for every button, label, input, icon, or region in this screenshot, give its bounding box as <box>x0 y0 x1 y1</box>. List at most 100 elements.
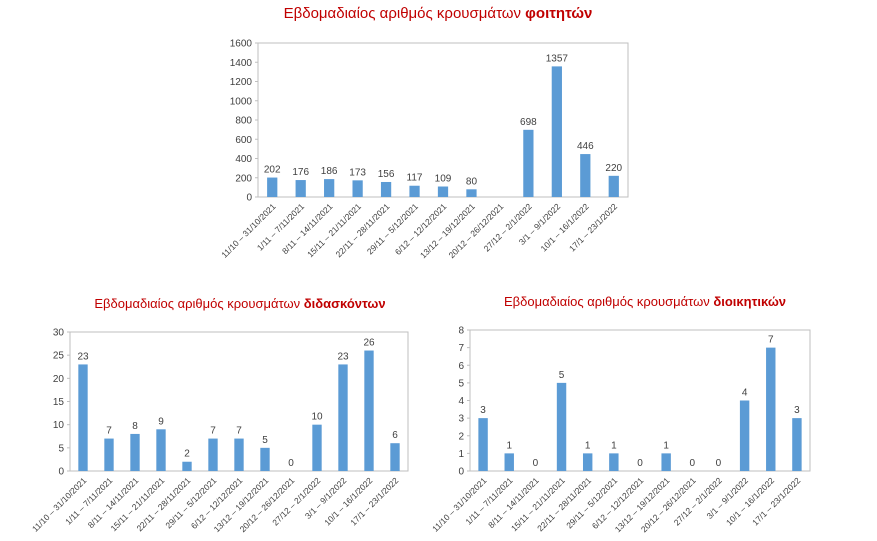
value-label: 698 <box>520 117 537 128</box>
bar <box>792 418 802 471</box>
bar <box>312 424 322 471</box>
y-tick-label: 8 <box>458 326 464 337</box>
y-tick-label: 20 <box>53 374 65 385</box>
bar <box>556 382 567 471</box>
y-tick-label: 6 <box>458 361 464 372</box>
value-label: 1 <box>585 440 591 451</box>
title-emphasis: φοιτητών <box>525 5 592 22</box>
value-label: 446 <box>577 141 594 152</box>
y-tick-label: 30 <box>53 328 65 339</box>
value-label: 156 <box>378 169 395 180</box>
value-label: 202 <box>264 165 281 176</box>
value-label: 176 <box>292 167 309 178</box>
bar <box>295 180 306 197</box>
bar <box>352 180 363 197</box>
value-label: 186 <box>321 166 338 177</box>
title-text: Εβδομαδιαίος αριθμός κρουσμάτων <box>284 5 521 22</box>
bar <box>409 185 420 197</box>
value-label: 26 <box>363 338 375 349</box>
bar <box>582 453 593 471</box>
bar <box>338 364 348 471</box>
value-label: 109 <box>435 174 452 185</box>
value-label: 23 <box>77 351 89 362</box>
value-label: 0 <box>716 458 722 469</box>
y-tick-label: 1600 <box>230 39 253 50</box>
bar <box>580 154 591 197</box>
y-tick-label: 800 <box>235 116 252 127</box>
x-tick-label: 17/1 – 23/1/2022 <box>750 475 802 527</box>
bar <box>766 347 776 471</box>
value-label: 23 <box>337 351 349 362</box>
value-label: 0 <box>288 458 294 469</box>
bar <box>551 66 562 197</box>
y-tick-label: 3 <box>458 414 464 425</box>
value-label: 3 <box>480 405 486 416</box>
y-tick-label: 600 <box>235 135 252 146</box>
value-label: 7 <box>106 426 112 437</box>
x-tick-label: 17/1 – 23/1/2022 <box>348 475 400 527</box>
chart-title: Εβδομαδιαίος αριθμός κρουσμάτων διδασκόν… <box>94 296 385 311</box>
bar <box>260 447 270 471</box>
value-label: 1 <box>663 440 669 451</box>
value-label: 80 <box>466 176 478 187</box>
value-label: 7 <box>236 426 242 437</box>
value-label: 5 <box>262 435 268 446</box>
bar <box>437 186 449 197</box>
y-tick-label: 1200 <box>230 77 253 88</box>
title-emphasis: διδασκόντων <box>304 296 386 311</box>
value-label: 7 <box>768 335 774 346</box>
title-text: Εβδομαδιαίος αριθμός κρουσμάτων <box>94 296 300 311</box>
y-tick-label: 4 <box>458 396 464 407</box>
value-label: 1357 <box>546 53 569 64</box>
bar <box>478 418 488 471</box>
y-tick-label: 1 <box>458 449 464 460</box>
bar <box>739 400 750 471</box>
chart-title: Εβδομαδιαίος αριθμός κρουσμάτων φοιτητών <box>284 5 593 22</box>
value-label: 6 <box>392 430 398 441</box>
bar <box>608 175 619 197</box>
value-label: 8 <box>132 421 138 432</box>
bar <box>104 438 114 471</box>
bar <box>78 364 88 471</box>
bar <box>324 179 335 197</box>
value-label: 3 <box>794 405 800 416</box>
value-label: 1 <box>611 440 617 451</box>
bar <box>523 129 534 197</box>
y-tick-label: 5 <box>458 378 464 389</box>
y-tick-label: 7 <box>458 343 464 354</box>
value-label: 220 <box>605 163 622 174</box>
bar <box>364 350 374 471</box>
y-tick-label: 0 <box>246 193 252 204</box>
x-tick-label: 29/11 – 5/12/2021 <box>365 201 420 256</box>
y-tick-label: 0 <box>458 467 464 478</box>
value-label: 0 <box>637 458 643 469</box>
bar <box>504 453 514 471</box>
y-tick-label: 25 <box>53 351 65 362</box>
x-tick-label: 8/11 – 14/11/2021 <box>280 201 335 256</box>
bar <box>208 438 218 471</box>
value-label: 173 <box>349 167 366 178</box>
y-tick-label: 2 <box>458 431 464 442</box>
x-tick-label: 6/12 – 12/12/2021 <box>393 201 449 257</box>
value-label: 5 <box>559 370 565 381</box>
y-tick-label: 200 <box>235 173 252 184</box>
bar <box>182 461 192 471</box>
value-label: 0 <box>533 458 539 469</box>
bar <box>390 443 400 471</box>
y-tick-label: 1400 <box>230 58 253 69</box>
value-label: 1 <box>506 440 512 451</box>
title-emphasis: διοικητικών <box>713 294 786 309</box>
bar <box>234 438 244 471</box>
value-label: 117 <box>407 173 423 184</box>
bar <box>661 453 671 471</box>
value-label: 7 <box>210 426 216 437</box>
y-tick-label: 0 <box>58 467 64 478</box>
y-tick-label: 15 <box>53 397 65 408</box>
bar <box>156 429 166 471</box>
value-label: 2 <box>184 449 190 460</box>
value-label: 9 <box>158 416 164 427</box>
y-tick-label: 10 <box>53 420 65 431</box>
y-tick-label: 400 <box>235 154 252 165</box>
bar <box>609 453 619 471</box>
